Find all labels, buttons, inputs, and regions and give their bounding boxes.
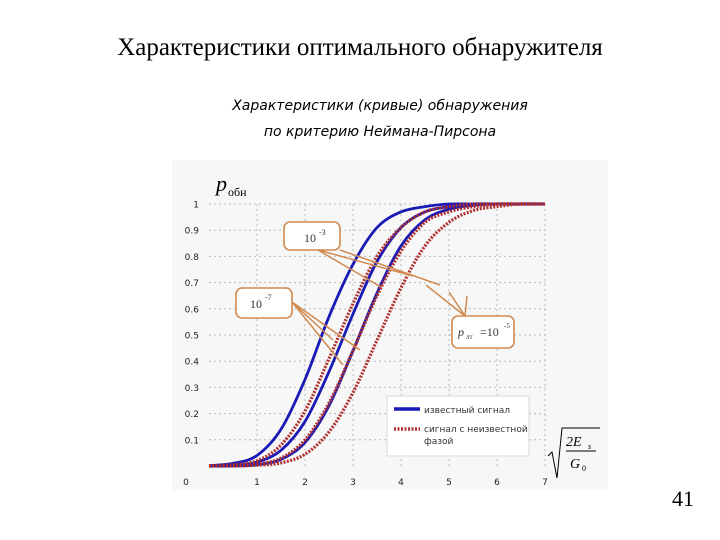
tick-labels: 0 1 2 3 4 5 6 7 0.1 0.2 0.3 0.4 0.5 0.6 0.7 0.8 0.9 1 [183, 201, 548, 489]
annotation-2-exponent: -7 [265, 293, 272, 302]
x-tick-label: 7 [542, 478, 548, 488]
legend-label-unknown: сигнал с неизвестной фазой [424, 425, 531, 447]
y-axis-label-subscript: обн [228, 185, 247, 199]
x-tick-label: 5 [446, 478, 452, 488]
page-number: 41 [672, 486, 694, 511]
y-tick-label: 1 [193, 201, 199, 211]
y-tick-label: 0.8 [185, 253, 200, 263]
annotation-box-1: 10 -3 [283, 221, 341, 251]
x-tick-label: 0 [183, 478, 189, 488]
annotation-box-2: 10 -7 [235, 287, 293, 319]
annotation-3-prefix: p [457, 325, 464, 339]
y-tick-label: 0.3 [185, 384, 199, 394]
formula-numerator-sub: s [588, 442, 591, 451]
y-tick-label: 0.1 [185, 436, 199, 446]
chart-subtitle-line-1: Характеристики (кривые) обнаружения [232, 98, 528, 114]
x-tick-label: 3 [350, 478, 356, 488]
annotation-2-base: 10 [250, 297, 262, 311]
annotation-1-exponent: -3 [319, 228, 326, 237]
curves [208, 202, 546, 468]
y-tick-label: 0.5 [185, 332, 199, 342]
x-tick-label: 2 [302, 478, 308, 488]
y-tick-label: 0.7 [185, 279, 199, 289]
formula-denominator: G [570, 457, 580, 472]
x-tick-label: 1 [254, 478, 260, 488]
annotation-1-base: 10 [304, 231, 316, 245]
annotation-3-base: =10 [480, 325, 499, 339]
y-tick-label: 0.6 [185, 305, 200, 315]
annotation-3-prefix-sub: лт [466, 333, 473, 341]
annotation-3-exponent: -5 [504, 322, 510, 330]
annotation-leaders [291, 249, 468, 366]
formula-numerator: 2E [566, 435, 582, 450]
slide-title: Характеристики оптимального обнаружителя [117, 34, 603, 61]
legend: известный сигнал сигнал с неизвестной фа… [386, 395, 531, 457]
curve-unknown-phase [208, 202, 545, 468]
x-tick-label: 6 [494, 478, 500, 488]
x-axis-formula: 2E s G 0 [547, 427, 600, 479]
y-tick-label: 0.4 [185, 358, 200, 368]
legend-box [386, 395, 530, 457]
y-axis-label: p [214, 171, 227, 196]
formula-denominator-sub: 0 [582, 464, 586, 473]
curve-unknown-phase [208, 202, 545, 468]
y-tick-label: 0.2 [185, 410, 199, 420]
annotation-box-3: p лт =10 -5 [451, 315, 515, 349]
chart-subtitle-line-2: по критерию Неймана-Пирсона [263, 124, 497, 140]
x-tick-label: 4 [398, 478, 404, 488]
legend-label-known: известный сигнал [424, 406, 510, 416]
y-tick-label: 0.9 [185, 227, 200, 237]
curve-unknown-phase [208, 202, 546, 468]
